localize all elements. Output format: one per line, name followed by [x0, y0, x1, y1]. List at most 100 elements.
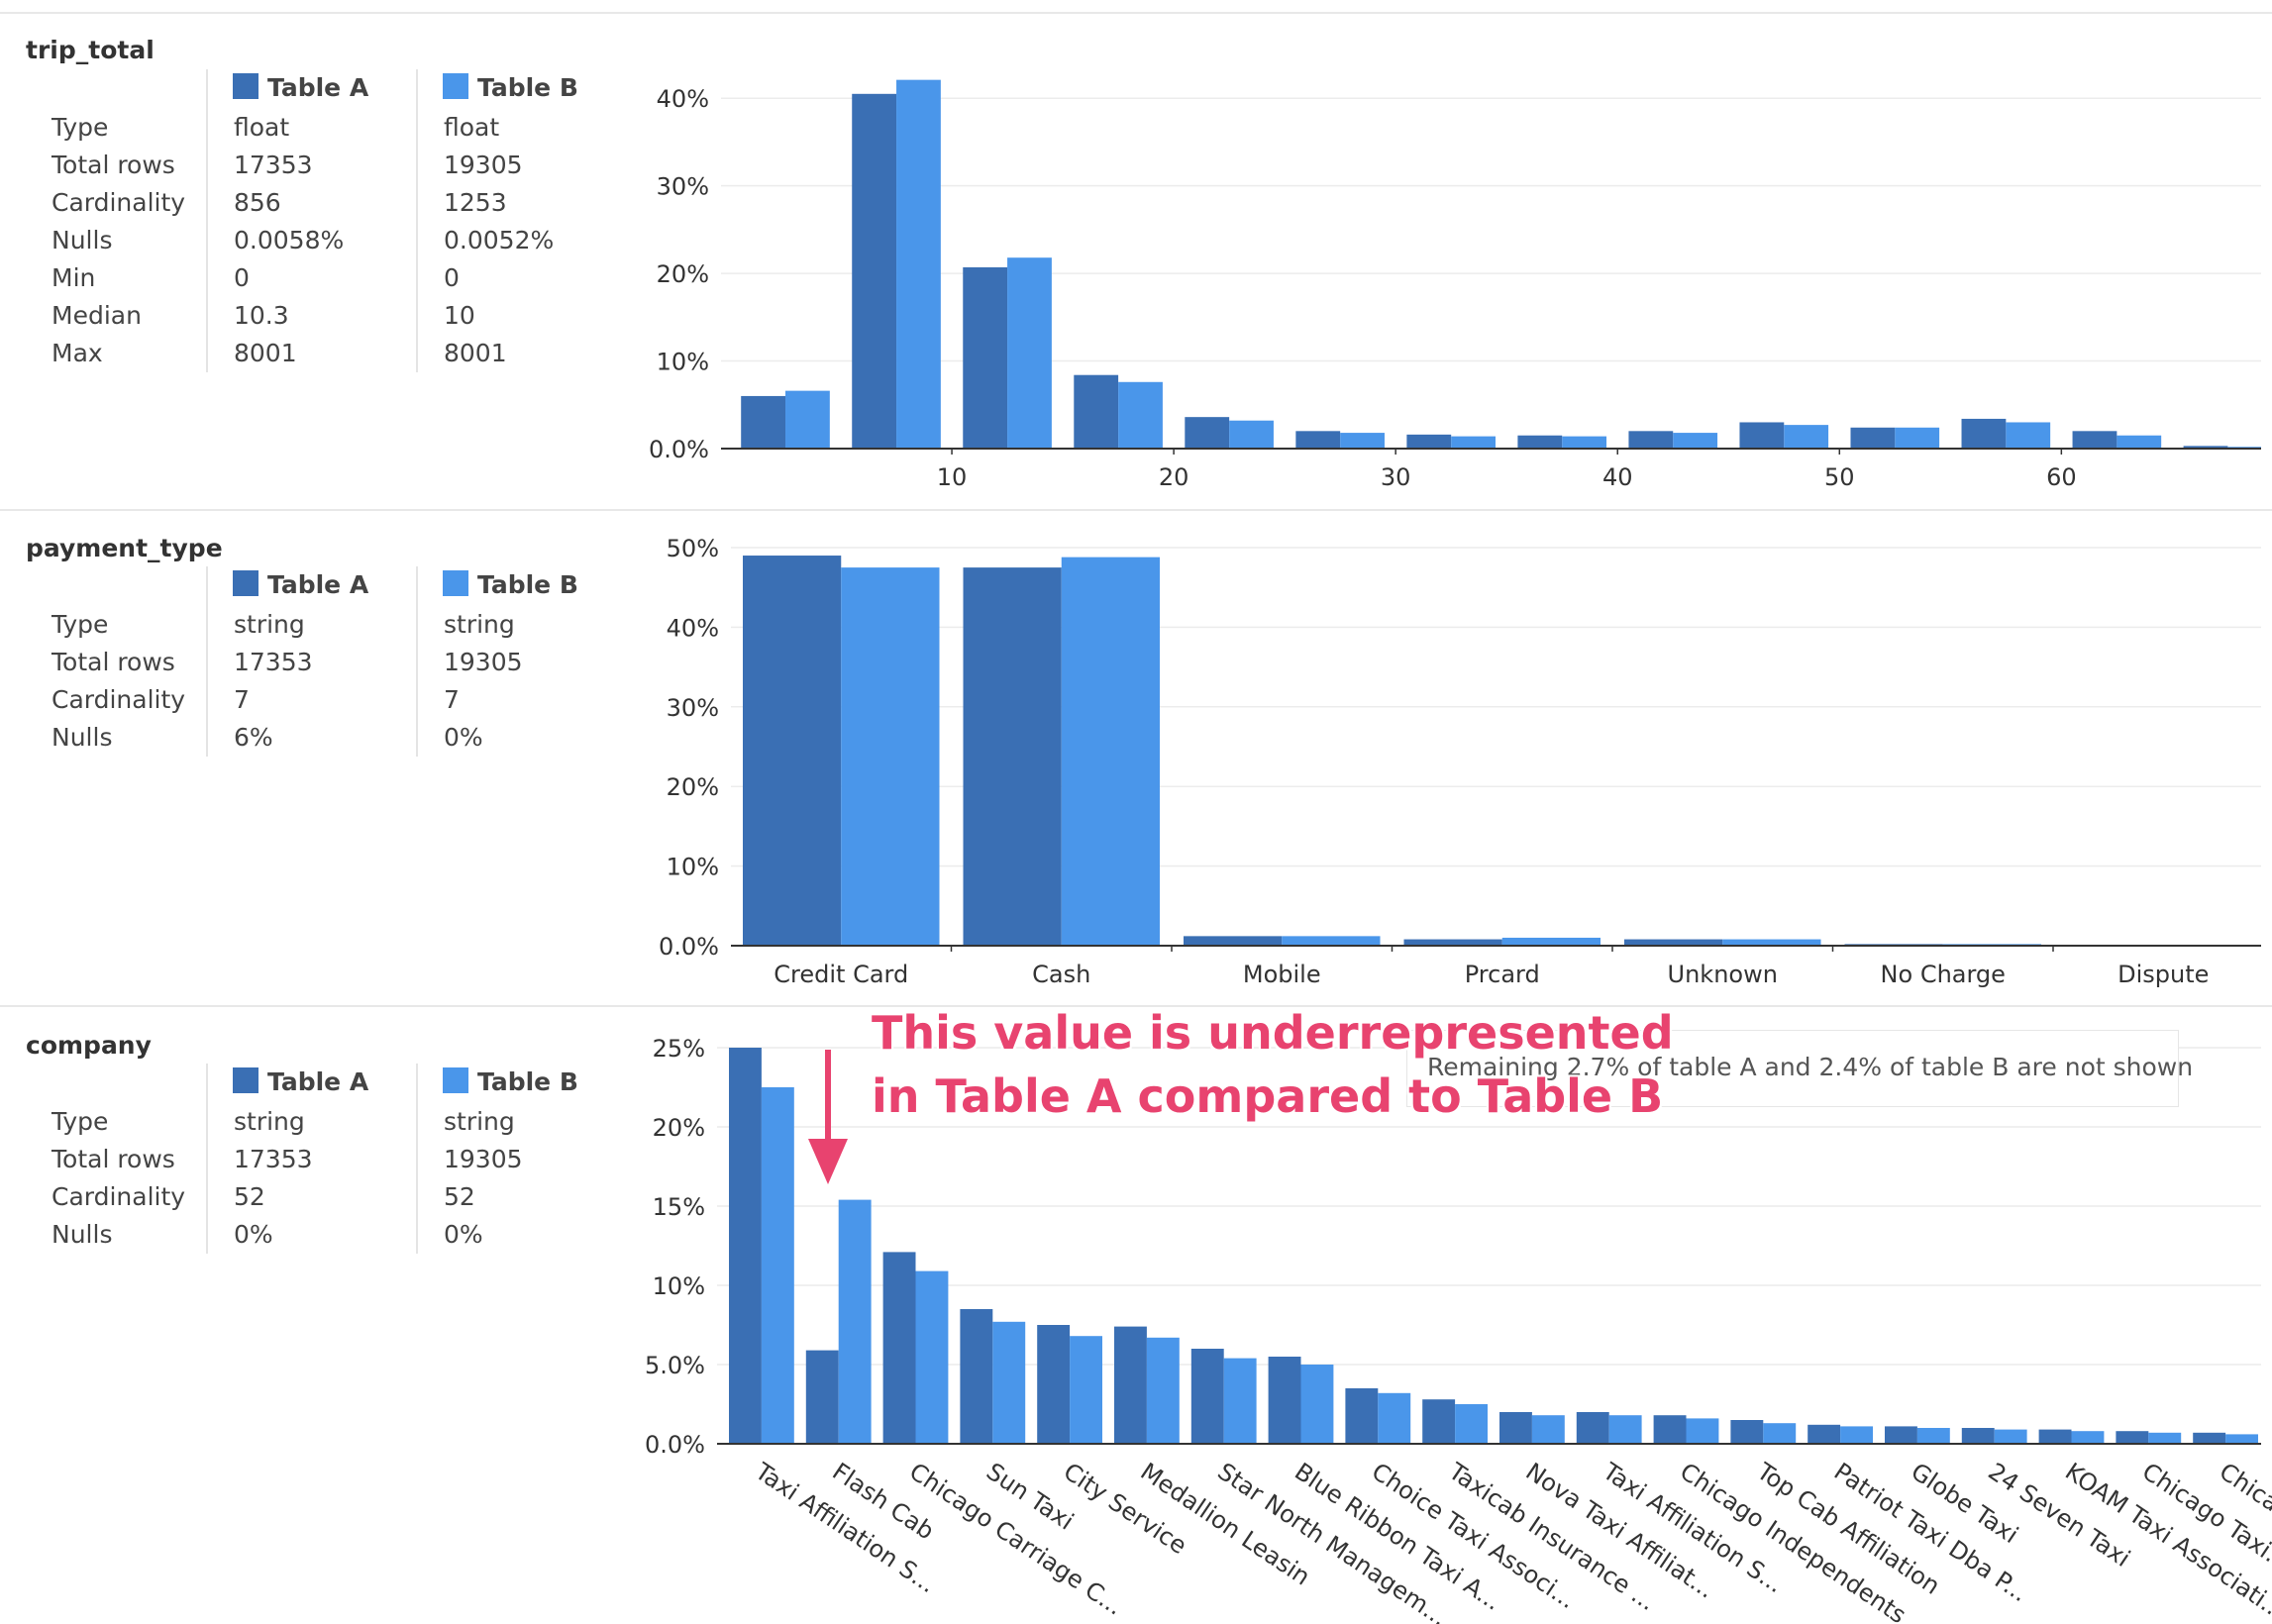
x-tick-label: KOAM Taxi Associati... — [2060, 1458, 2272, 1624]
divider-section — [0, 509, 2272, 511]
bar-table-a — [1576, 1412, 1609, 1444]
x-tick-label: Chicago Taxi... — [2137, 1458, 2272, 1576]
bar-table-b — [2227, 447, 2261, 449]
x-tick-label: Nova Taxi Affiliat... — [1521, 1458, 1720, 1604]
y-tick-label: 15% — [653, 1193, 705, 1221]
stat-value-b: 10 — [444, 301, 475, 330]
stat-value-b: 52 — [444, 1182, 475, 1211]
stat-label: Cardinality — [52, 188, 186, 217]
bar-table-a — [1807, 1424, 1841, 1444]
y-tick-label: 0.0% — [659, 933, 719, 961]
x-tick-label: 60 — [2046, 463, 2077, 491]
bar-table-b — [2071, 1431, 2105, 1444]
bar-table-b — [1942, 944, 2041, 946]
y-tick-label: 50% — [667, 535, 719, 562]
legend-table-a: Table A — [267, 1067, 369, 1096]
bar-table-a — [1422, 1399, 1456, 1444]
bar-table-b — [1784, 425, 1829, 449]
column-title: trip_total — [26, 36, 155, 64]
stat-value-b: 0% — [444, 1220, 483, 1249]
bar-table-a — [1961, 418, 2007, 449]
y-tick-label: 0.0% — [645, 1431, 705, 1459]
stat-value-a: 0 — [234, 263, 250, 292]
stat-label: Total rows — [52, 648, 175, 676]
x-tick-label: Patriot Taxi Dba P... — [1829, 1458, 2033, 1607]
divider-section — [0, 1005, 2272, 1007]
y-tick-label: 10% — [653, 1272, 705, 1300]
x-tick-label: 20 — [1159, 463, 1189, 491]
y-tick-label: 10% — [657, 349, 709, 376]
bar-table-b — [915, 1270, 949, 1444]
stat-value-a: 0.0058% — [234, 226, 345, 254]
bar-table-b — [1608, 1415, 1642, 1444]
bar-table-b — [1146, 1337, 1180, 1444]
stats-separator — [206, 566, 208, 757]
y-tick-label: 10% — [667, 854, 719, 881]
bar-table-a — [1345, 1388, 1379, 1444]
divider-top — [0, 12, 2272, 14]
x-tick-label: Dispute — [2117, 961, 2209, 988]
bar-table-a — [1653, 1415, 1687, 1444]
legend-swatch-table-a — [233, 570, 258, 596]
remaining-note: Remaining 2.7% of table A and 2.4% of ta… — [1406, 1030, 2193, 1107]
y-tick-label: 20% — [667, 773, 719, 801]
x-tick-label: Chicago... — [2215, 1458, 2272, 1547]
bar-table-a — [741, 395, 786, 449]
x-tick-label: Credit Card — [774, 961, 908, 988]
bar-table-b — [1994, 1429, 2027, 1444]
stat-value-b: 1253 — [444, 188, 507, 217]
column-title: payment_type — [26, 534, 223, 562]
y-tick-label: 20% — [657, 260, 709, 288]
stat-value-b: 19305 — [444, 648, 523, 676]
legend-table-a: Table A — [267, 73, 369, 102]
bar-table-a — [2193, 1432, 2226, 1444]
x-tick-label: No Charge — [1881, 961, 2006, 988]
stat-value-a: 7 — [234, 685, 250, 714]
bar-table-a — [882, 1252, 916, 1444]
stat-label: Cardinality — [52, 685, 186, 714]
bar-table-a — [1295, 431, 1341, 449]
x-tick-label: 50 — [1824, 463, 1855, 491]
x-tick-label: 40 — [1602, 463, 1633, 491]
x-tick-label: Chicago Independents — [1675, 1458, 1911, 1624]
y-tick-label: 5.0% — [645, 1352, 705, 1379]
x-tick-label: Choice Taxi Associ... — [1367, 1458, 1581, 1614]
stats-separator — [206, 1064, 208, 1254]
stat-value-a: 17353 — [234, 1145, 313, 1173]
column-title: company — [26, 1031, 152, 1060]
stat-value-a: 6% — [234, 723, 273, 752]
bar-table-a — [1185, 417, 1230, 449]
bar-table-a — [2072, 431, 2117, 449]
bar-table-a — [2038, 1429, 2072, 1444]
stat-label: Nulls — [52, 226, 113, 254]
bar-table-b — [841, 567, 940, 946]
bar-table-b — [2225, 1434, 2258, 1444]
y-tick-label: 40% — [657, 85, 709, 113]
bar-table-a — [1730, 1420, 1764, 1444]
legend-table-b: Table B — [477, 1067, 578, 1096]
stat-label: Cardinality — [52, 1182, 186, 1211]
stat-value-b: string — [444, 1107, 515, 1136]
bar-table-b — [1455, 1404, 1488, 1444]
bar-table-b — [1451, 436, 1496, 449]
stat-value-b: string — [444, 610, 515, 639]
bar-table-a — [1844, 944, 1943, 946]
y-tick-label: 20% — [653, 1114, 705, 1142]
bar-table-a — [1184, 936, 1283, 946]
bar-table-b — [2163, 945, 2261, 946]
stat-value-a: 856 — [234, 188, 281, 217]
y-tick-label: 25% — [653, 1035, 705, 1063]
stats-separator — [416, 1064, 418, 1254]
bar-table-b — [1763, 1423, 1797, 1444]
x-tick-label: Chicago Carriage C... — [904, 1458, 1128, 1621]
bar-table-a — [2183, 446, 2228, 449]
stat-value-a: 8001 — [234, 339, 297, 367]
stat-value-a: 0% — [234, 1220, 273, 1249]
stat-value-a: 52 — [234, 1182, 265, 1211]
stat-label: Min — [52, 263, 96, 292]
stat-label: Total rows — [52, 151, 175, 179]
bar-table-b — [1673, 433, 1718, 449]
bar-table-b — [1282, 936, 1381, 946]
bar-table-b — [896, 79, 941, 449]
bar-table-a — [729, 1048, 762, 1444]
